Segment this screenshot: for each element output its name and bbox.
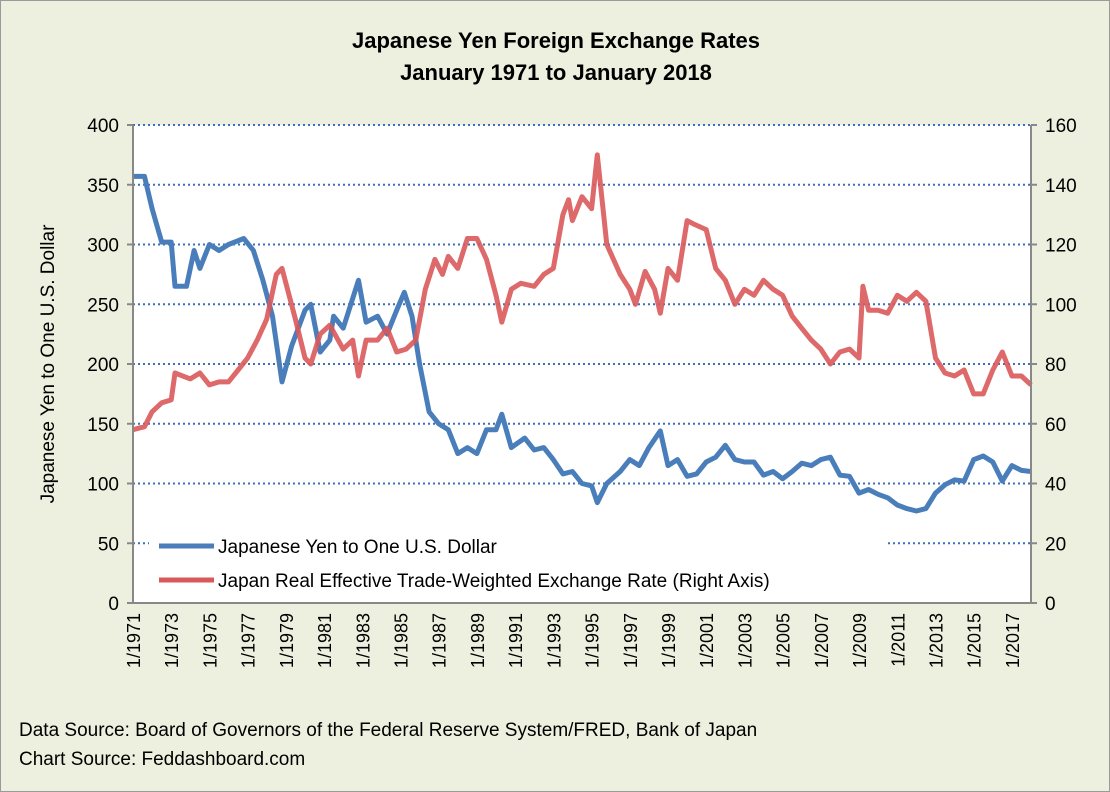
y-tick-label: 150 (87, 415, 119, 436)
x-tick-label: 1/1991 (506, 613, 526, 668)
x-tick-label: 1/1977 (239, 613, 259, 668)
y-tick-label: 100 (87, 475, 119, 496)
x-tick-label: 1/1975 (200, 613, 220, 668)
x-tick-label: 1/2013 (926, 613, 946, 668)
y-tick-label: 300 (87, 236, 119, 257)
data-source: Data Source: Board of Governors of the F… (19, 720, 758, 741)
x-tick-label: 1/2005 (774, 613, 794, 668)
y2-tick-label: 40 (1045, 475, 1066, 496)
x-tick-label: 1/2003 (735, 613, 755, 668)
x-tick-label: 1/1997 (621, 613, 641, 668)
y2-tick-label: 80 (1045, 355, 1066, 376)
x-tick-label: 1/2009 (850, 613, 870, 668)
x-tick-label: 1/1995 (583, 613, 603, 668)
x-tick-label: 1/1987 (430, 613, 450, 668)
y-tick-label: 0 (108, 594, 119, 615)
x-tick-label: 1/1993 (544, 613, 564, 668)
y2-tick-label: 0 (1045, 594, 1056, 615)
legend-box (149, 529, 885, 593)
x-tick-label: 1/1999 (659, 613, 679, 668)
x-tick-label: 1/2011 (888, 613, 908, 667)
x-tick-label: 1/1971 (124, 613, 144, 668)
x-tick-label: 1/2007 (812, 613, 832, 668)
legend-label: Japan Real Effective Trade-Weighted Exch… (218, 571, 770, 592)
x-tick-label: 1/1973 (162, 613, 182, 668)
y-tick-label: 250 (87, 295, 119, 316)
y2-tick-label: 160 (1045, 116, 1077, 137)
y2-tick-label: 120 (1045, 236, 1077, 257)
y2-tick-label: 100 (1045, 295, 1077, 316)
x-tick-label: 1/2001 (697, 613, 717, 668)
chart-title: Japanese Yen Foreign Exchange Rates (352, 28, 760, 53)
y2-tick-label: 20 (1045, 534, 1066, 555)
legend-label: Japanese Yen to One U.S. Dollar (218, 537, 498, 558)
x-tick-label: 1/2015 (965, 613, 985, 668)
chart-subtitle: January 1971 to January 2018 (400, 60, 712, 85)
x-tick-label: 1/1989 (468, 613, 488, 668)
series-line-real-effective-rate (132, 152, 1033, 433)
y-tick-label: 350 (87, 176, 119, 197)
x-tick-label: 1/2017 (1003, 613, 1023, 668)
series-line-yen-per-dollar (133, 173, 1032, 514)
y2-tick-label: 140 (1045, 176, 1077, 197)
x-tick-label: 1/1985 (391, 613, 411, 668)
y-tick-label: 400 (87, 116, 119, 137)
chart-source: Chart Source: Feddashboard.com (19, 749, 306, 770)
y2-tick-label: 60 (1045, 415, 1066, 436)
y-tick-label: 50 (98, 534, 119, 555)
x-tick-label: 1/1979 (277, 613, 297, 668)
y-axis-label: Japanese Yen to One U.S. Dollar (38, 224, 59, 504)
x-tick-label: 1/1983 (353, 613, 373, 668)
y-tick-label: 200 (87, 355, 119, 376)
plot-area (133, 125, 1031, 603)
x-tick-label: 1/1981 (315, 613, 335, 668)
